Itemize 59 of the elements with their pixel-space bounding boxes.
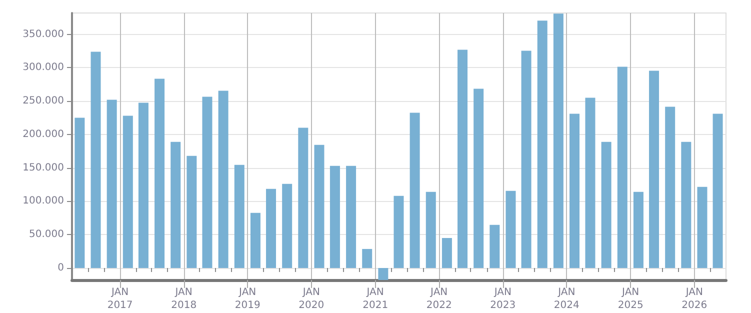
bar <box>154 78 165 268</box>
bar <box>570 114 580 268</box>
bar <box>506 190 516 268</box>
bar <box>537 20 548 268</box>
y-tick-label: 200.000 <box>22 128 64 140</box>
bar <box>633 192 644 268</box>
bar <box>474 88 484 268</box>
bar <box>266 188 276 268</box>
bar <box>665 106 676 268</box>
x-tick-label: JAN 2024 <box>554 287 580 311</box>
bar <box>712 114 723 268</box>
bar <box>553 14 564 268</box>
y-tick-label: 350.000 <box>22 28 64 40</box>
bar <box>170 142 181 268</box>
bar <box>282 184 292 268</box>
y-tick-label: 300.000 <box>22 62 64 74</box>
x-tick-label: JAN 2023 <box>490 287 516 311</box>
bar <box>250 212 260 268</box>
bar <box>138 102 148 268</box>
y-tick-label: 50.000 <box>29 229 64 240</box>
x-tick-label: JAN 2020 <box>298 287 324 311</box>
y-tick-label: 100.000 <box>22 196 64 207</box>
x-tick-label: JAN 2022 <box>426 287 452 311</box>
x-tick-label: JAN 2021 <box>362 287 388 311</box>
bar <box>74 118 85 268</box>
bar <box>298 128 308 268</box>
bar <box>106 100 117 268</box>
bar <box>234 164 244 268</box>
x-tick-label: JAN 2017 <box>107 287 133 311</box>
bar <box>458 50 468 268</box>
bar <box>697 186 708 268</box>
bar <box>314 144 324 268</box>
bar <box>585 98 596 268</box>
bar <box>90 52 101 268</box>
bar <box>362 248 372 268</box>
x-tick-label: JAN 2026 <box>682 287 708 311</box>
bar <box>186 156 197 268</box>
bar <box>410 112 420 268</box>
bar <box>394 196 404 268</box>
bar <box>617 66 628 268</box>
bar <box>601 142 612 268</box>
bar <box>649 70 660 268</box>
x-tick-label: JAN 2019 <box>234 287 260 311</box>
bar <box>122 116 133 268</box>
x-tick-label: JAN 2025 <box>618 287 644 311</box>
y-tick-label: 250.000 <box>22 96 64 107</box>
bar <box>442 238 452 268</box>
y-tick-label: 0 <box>58 262 64 274</box>
x-tick-label: JAN 2018 <box>171 287 197 311</box>
bar <box>218 90 228 268</box>
bar <box>330 166 340 268</box>
y-tick-label: 150.000 <box>22 162 64 174</box>
bar <box>681 142 692 268</box>
bar <box>346 166 356 268</box>
bar <box>490 224 500 268</box>
bar <box>521 50 532 268</box>
bar <box>426 192 436 268</box>
bar <box>378 268 388 280</box>
bar <box>202 96 212 268</box>
